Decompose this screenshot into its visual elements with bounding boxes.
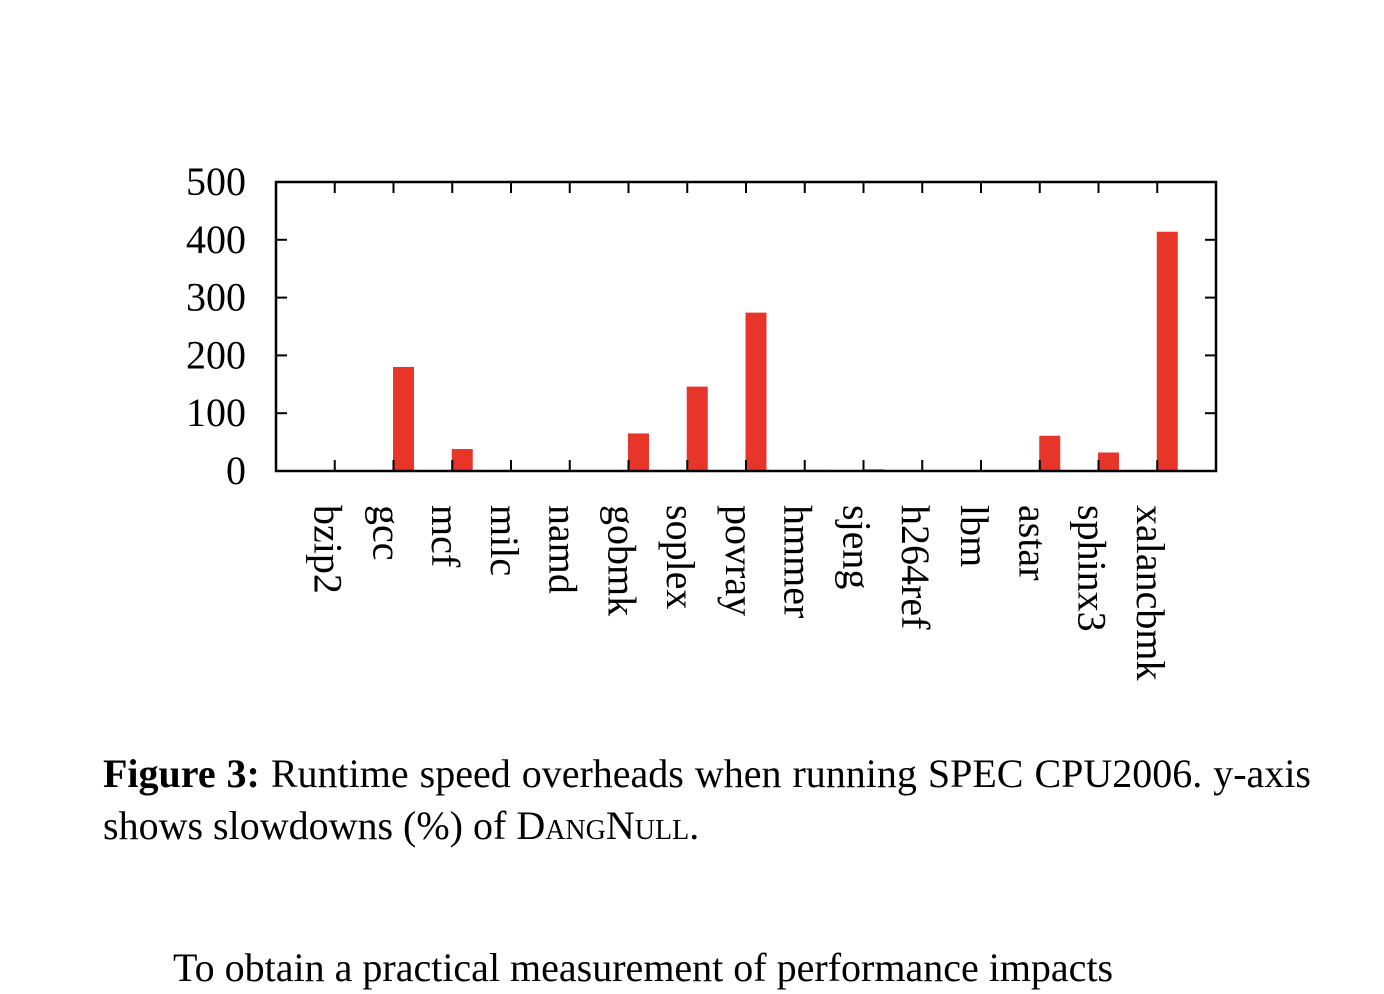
x-tick-label-povray: povray (717, 505, 762, 616)
x-tick-label-hmmer: hmmer (776, 505, 821, 618)
x-tick-labels: bzip2 gcc mcf milc namd gobmk soplex povray hmme… (306, 505, 1174, 681)
caption-text: Runtime speed overheads when running SPE… (103, 751, 1311, 848)
x-tick-label-lbm: lbm (952, 505, 997, 567)
ticks-layer (276, 181, 1216, 472)
x-tick-label-sphinx3: sphinx3 (1069, 505, 1114, 632)
plot-frame (274, 180, 1218, 473)
x-tick-label-h264ref: h264ref (893, 505, 938, 630)
y-tick-label: 0 (226, 448, 246, 493)
caption-system-name: DangNull (516, 803, 690, 848)
x-tick-label-sjeng: sjeng (834, 505, 879, 589)
x-tick-label-milc: milc (482, 505, 527, 576)
y-tick-label: 100 (186, 390, 246, 435)
x-tick-label-astar: astar (1011, 505, 1056, 581)
y-tick-labels: 0 100 200 300 400 500 (186, 159, 246, 493)
x-tick-label-xalancbmk: xalancbmk (1128, 505, 1173, 681)
bar-astar (1039, 435, 1061, 471)
y-tick-label: 300 (186, 275, 246, 320)
x-tick-label-bzip2: bzip2 (306, 505, 351, 594)
figure-caption: Figure 3: Runtime speed overheads when r… (103, 748, 1311, 852)
y-tick-label: 400 (186, 217, 246, 262)
bar-povray (745, 312, 767, 471)
x-tick-label-mcf: mcf (423, 505, 468, 568)
bar-xalancbmk (1156, 231, 1178, 471)
x-tick-label-soplex: soplex (658, 505, 703, 609)
caption-label: Figure 3: (103, 751, 260, 796)
bar-soplex (686, 386, 708, 471)
bar-gobmk (628, 433, 649, 471)
bar-chart: 0 100 200 300 400 500 bzip2 gcc mcf milc namd gobm… (186, 159, 1218, 681)
bar-mcf (451, 449, 473, 471)
x-tick-label-namd: namd (541, 505, 586, 594)
y-tick-label: 500 (186, 159, 246, 204)
bar-gcc (393, 366, 414, 471)
x-tick-label-gobmk: gobmk (599, 505, 644, 616)
bars-layer (393, 231, 1178, 471)
body-paragraph-line: To obtain a practical measurement of per… (173, 945, 1114, 990)
x-tick-label-gcc: gcc (364, 505, 409, 561)
caption-period: . (689, 803, 700, 848)
y-tick-label: 200 (186, 332, 246, 377)
bar-sphinx3 (1098, 452, 1119, 471)
